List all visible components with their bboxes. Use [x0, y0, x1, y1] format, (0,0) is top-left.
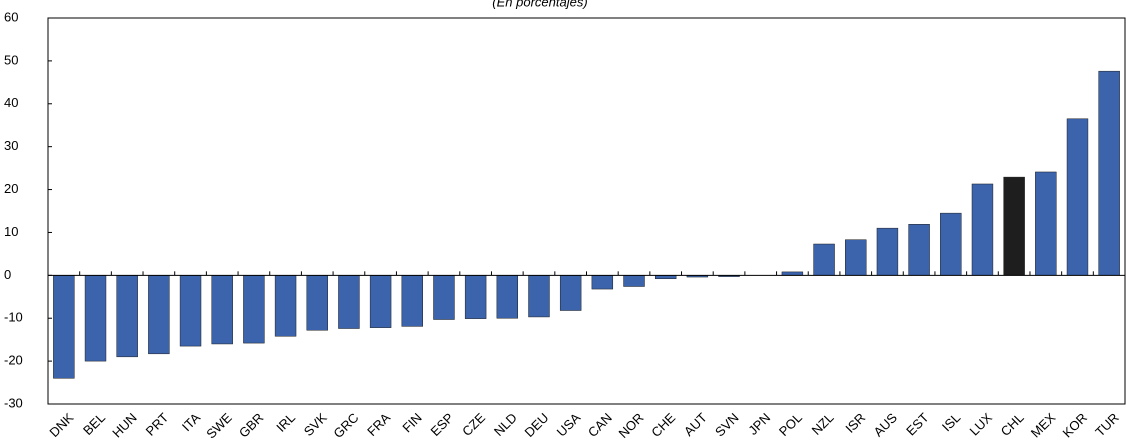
y-tick-label: 50: [4, 52, 18, 67]
bar: [243, 275, 265, 344]
plot-frame: [47, 17, 1126, 405]
bar: [496, 275, 519, 319]
bar: [940, 212, 962, 276]
x-tick-label: ESP: [428, 410, 457, 439]
y-tick-label: 10: [4, 224, 18, 239]
x-tick-label: CHE: [648, 410, 678, 440]
x-tick-label: ISL: [939, 410, 963, 434]
y-tick-label: 0: [4, 267, 11, 282]
bar: [559, 275, 582, 311]
x-tick-label: ISR: [842, 410, 868, 436]
x-tick-label: NZL: [809, 410, 837, 438]
x-tick-label: CHL: [998, 410, 1027, 439]
x-tick-label: TUR: [1092, 410, 1121, 439]
x-tick-label: FIN: [399, 410, 424, 435]
y-tick-label: 40: [4, 95, 18, 110]
bar: [369, 275, 392, 328]
x-tick-label: HUN: [109, 410, 140, 441]
x-tick-label: AUT: [681, 410, 710, 439]
x-tick-label: KOR: [1060, 410, 1091, 441]
bar: [179, 275, 202, 347]
bar: [528, 275, 550, 318]
x-tick-label: LUX: [967, 410, 996, 439]
bar: [464, 275, 487, 319]
bar: [338, 275, 360, 329]
x-tick-label: DNK: [46, 410, 76, 440]
bar: [813, 243, 835, 276]
bar: [654, 275, 677, 280]
bar: [1003, 176, 1025, 276]
bar: [908, 224, 930, 276]
bar: [148, 275, 170, 355]
x-tick-label: NLD: [491, 410, 520, 439]
bar: [623, 275, 645, 287]
x-tick-label: CAN: [585, 410, 615, 440]
bar: [876, 227, 899, 276]
y-tick-label: 30: [4, 138, 18, 153]
x-tick-label: SVK: [301, 410, 330, 439]
x-tick-label: EST: [903, 410, 932, 439]
x-tick-label: USA: [554, 410, 584, 440]
x-tick-label: SVN: [712, 410, 742, 440]
x-tick-label: AUS: [870, 410, 900, 440]
x-tick-label: DEU: [522, 410, 552, 440]
bar: [591, 275, 614, 290]
bar: [84, 275, 107, 362]
chart-subtitle: (En porcentajes): [492, 0, 587, 9]
bar: [401, 275, 423, 327]
x-tick-label: MEX: [1028, 410, 1059, 441]
y-tick-label: -20: [4, 353, 23, 368]
x-tick-label: JPN: [745, 410, 773, 438]
bar: [116, 275, 138, 358]
x-tick-label: POL: [776, 410, 805, 439]
x-tick-label: PRT: [143, 410, 172, 439]
x-tick-label: FRA: [364, 410, 393, 439]
bar: [971, 183, 994, 276]
bar: [53, 275, 75, 379]
bar: [306, 275, 328, 331]
y-tick-label: -30: [4, 395, 23, 410]
x-tick-label: NOR: [616, 410, 647, 441]
x-tick-label: SWE: [203, 410, 235, 442]
y-tick-label: -10: [4, 310, 23, 325]
bar: [845, 239, 867, 276]
bar: [211, 275, 233, 345]
bar: [1066, 118, 1089, 276]
y-tick-label: 20: [4, 181, 18, 196]
x-tick-label: CZE: [459, 410, 488, 439]
bar: [781, 271, 804, 276]
bar: [274, 275, 297, 337]
bar: [1098, 70, 1120, 276]
bar: [433, 275, 455, 320]
x-tick-label: GRC: [330, 410, 361, 441]
x-tick-label: IRL: [273, 410, 298, 435]
bar: [1035, 171, 1057, 276]
y-tick-label: 60: [4, 9, 18, 24]
x-tick-label: ITA: [179, 410, 203, 434]
x-tick-label: GBR: [236, 410, 267, 441]
x-tick-label: BEL: [80, 410, 108, 438]
